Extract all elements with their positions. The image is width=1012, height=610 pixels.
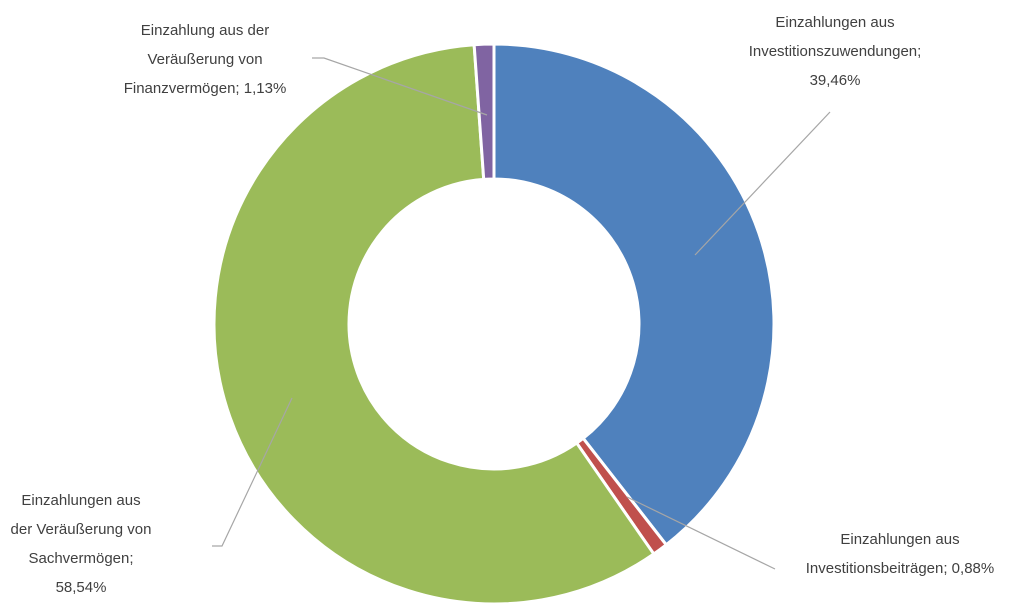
leader-line xyxy=(312,57,488,116)
data-label: Einzahlung aus der Veräußerung von Finan… xyxy=(123,22,287,97)
leader-line xyxy=(694,111,831,256)
leader-line xyxy=(212,397,293,547)
data-label: Einzahlungen aus Investitionsbeiträgen; … xyxy=(805,531,995,577)
donut-slice xyxy=(492,42,776,547)
slices xyxy=(212,42,776,606)
donut-slice xyxy=(212,43,656,606)
leader-line xyxy=(626,496,776,570)
donut-slice xyxy=(472,42,496,181)
data-label: Einzahlungen aus der Veräußerung von Sac… xyxy=(10,492,152,596)
data-label: Einzahlungen aus Investitionszuwendungen… xyxy=(748,14,922,89)
